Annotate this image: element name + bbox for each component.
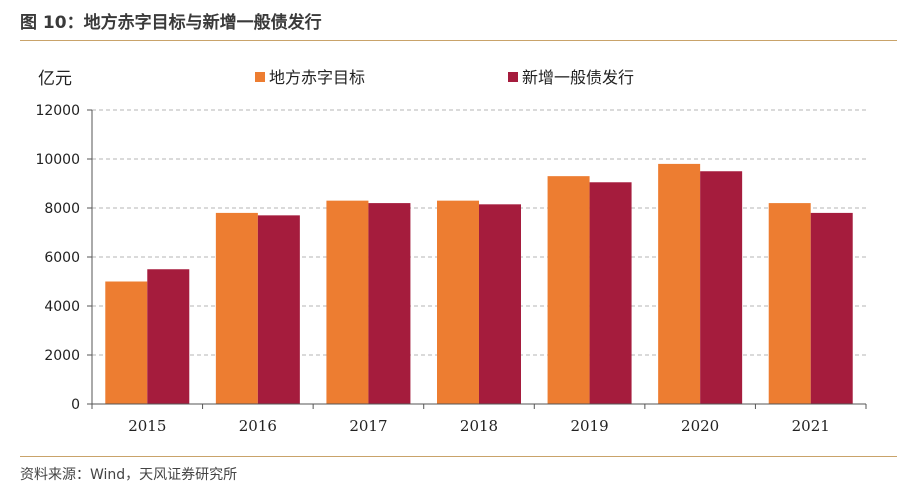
figure-title: 图 10：地方赤字目标与新增一般债发行 xyxy=(20,13,322,33)
y-tick-label: 2000 xyxy=(44,348,80,364)
y-tick-label: 10000 xyxy=(35,152,80,168)
y-tick-labels: 0 2000 4000 6000 8000 10000 12000 xyxy=(35,103,92,413)
bar-new-general-bond-2020 xyxy=(700,171,743,404)
bar-deficit-target-2019 xyxy=(547,176,590,404)
bar-new-general-bond-2017 xyxy=(368,203,411,404)
legend-label: 地方赤字目标 xyxy=(269,68,365,87)
bar-deficit-target-2021 xyxy=(768,203,811,404)
y-tick-label: 8000 xyxy=(44,201,80,217)
y-axis-unit-label: 亿元 xyxy=(38,69,72,89)
bar-new-general-bond-2015 xyxy=(147,269,190,404)
top-divider xyxy=(20,40,897,41)
bar-new-general-bond-2016 xyxy=(257,215,300,404)
bar-deficit-target-2015 xyxy=(105,281,148,404)
x-tick-label: 2020 xyxy=(681,417,719,435)
x-tick-label: 2017 xyxy=(349,417,387,435)
bar-deficit-target-2017 xyxy=(326,200,369,404)
bar-chart: 亿元 地方赤字目标 新增一般债发行 0 2000 4000 6000 8000 10000 1… xyxy=(35,68,867,435)
bar-new-general-bond-2021 xyxy=(810,212,853,404)
bar-deficit-target-2018 xyxy=(437,200,479,404)
bar-new-general-bond-2019 xyxy=(589,182,632,404)
bars xyxy=(105,163,853,404)
legend-swatch xyxy=(508,72,518,82)
y-tick-label: 12000 xyxy=(35,103,80,119)
legend-swatch xyxy=(255,72,265,82)
bottom-divider xyxy=(20,456,897,457)
bar-new-general-bond-2018 xyxy=(479,204,521,404)
x-tick-label: 2015 xyxy=(128,417,166,435)
y-tick-label: 0 xyxy=(71,397,80,413)
x-tick-label: 2019 xyxy=(570,417,608,435)
bar-deficit-target-2016 xyxy=(215,212,258,404)
x-tick-label: 2021 xyxy=(792,417,830,435)
x-tick-label: 2018 xyxy=(460,417,498,435)
x-tick-label: 2016 xyxy=(239,417,277,435)
source-note: 资料来源：Wind，天风证券研究所 xyxy=(20,467,238,483)
legend: 地方赤字目标 新增一般债发行 xyxy=(255,68,634,87)
bar-deficit-target-2020 xyxy=(658,163,701,404)
y-tick-label: 4000 xyxy=(44,299,80,315)
x-tick-labels: 2015 2016 2017 2018 2019 2020 2021 xyxy=(128,417,830,435)
y-tick-label: 6000 xyxy=(44,250,80,266)
legend-label: 新增一般债发行 xyxy=(522,68,634,87)
